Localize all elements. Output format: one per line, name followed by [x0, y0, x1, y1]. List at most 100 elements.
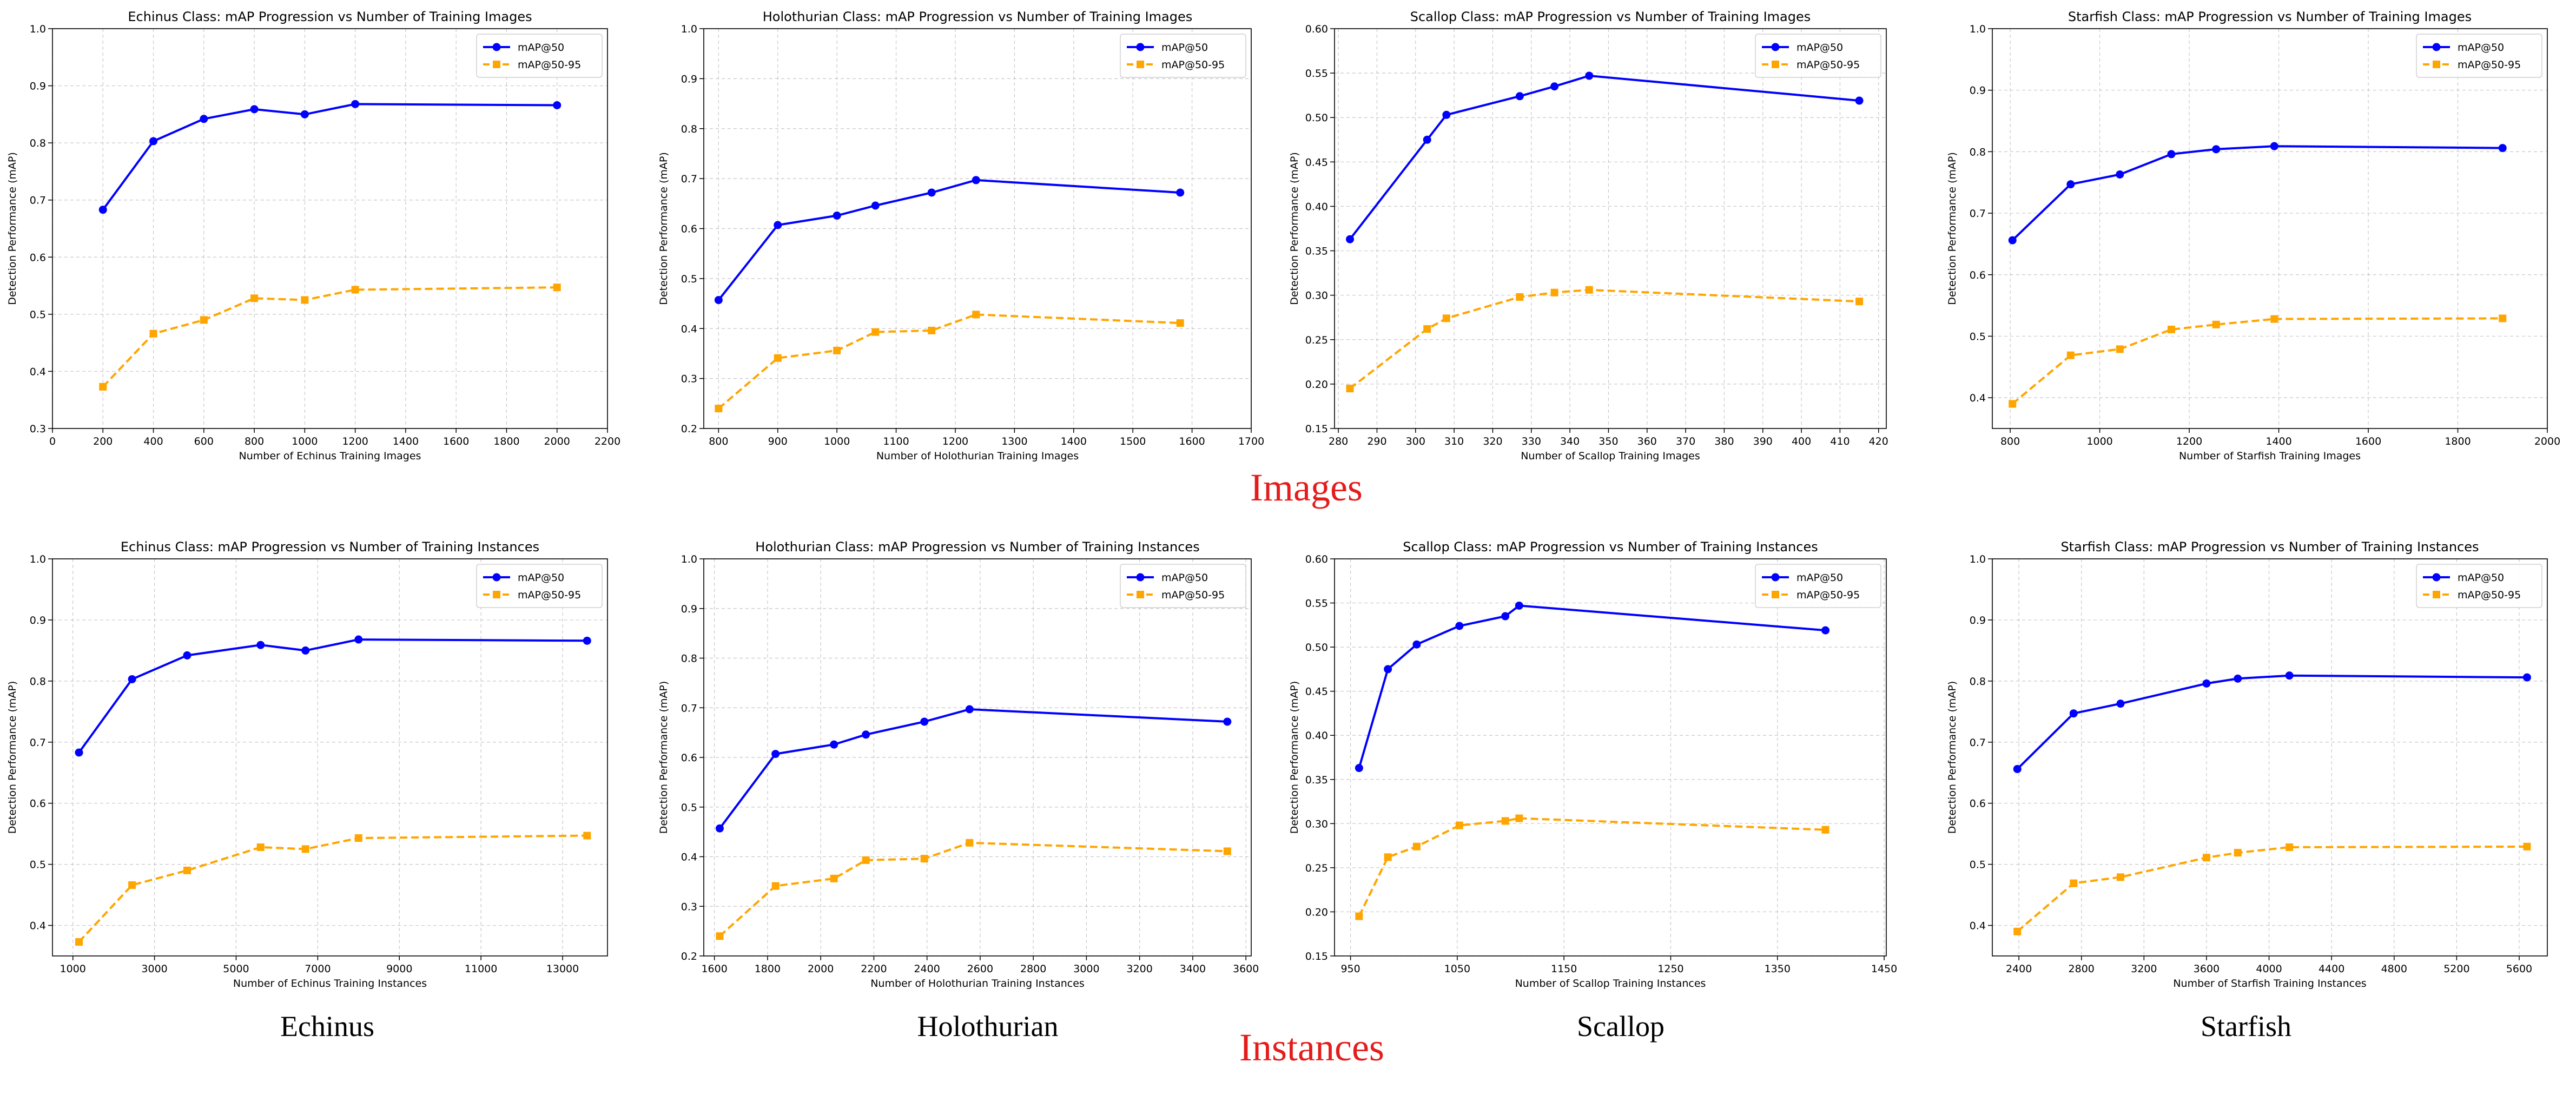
- point-map50-95: [75, 938, 83, 946]
- x-tick-label: 300: [1406, 436, 1425, 447]
- y-tick-label: 1.0: [30, 23, 46, 35]
- x-tick-label: 1400: [2265, 436, 2291, 447]
- point-map50: [1821, 626, 1830, 635]
- x-tick-label: 1400: [393, 436, 419, 447]
- legend-marker: [1772, 61, 1779, 68]
- legend-box: [476, 564, 603, 608]
- legend-marker: [1137, 61, 1144, 68]
- y-tick-label: 0.15: [1305, 423, 1328, 435]
- point-map50: [1855, 96, 1864, 105]
- point-map50: [200, 115, 208, 123]
- point-map50: [1355, 764, 1363, 773]
- x-tick-label: 400: [1792, 436, 1811, 447]
- legend-marker: [1771, 43, 1780, 51]
- point-map50-95: [972, 311, 980, 319]
- chart-panel-4: 1000 3000 5000 7000 9000 11000 13000 0.4 0.5 0.6 0…: [6, 539, 608, 990]
- legend-label: mAP@50-95: [1161, 59, 1225, 71]
- legend-label: mAP@50: [2458, 572, 2504, 584]
- series-line-map50: [102, 103, 557, 210]
- y-tick-label: 0.5: [30, 859, 46, 871]
- y-tick-label: 0.7: [681, 173, 697, 185]
- point-map50: [75, 748, 83, 757]
- y-tick-label: 0.7: [681, 702, 697, 714]
- x-tick-label: 1800: [493, 436, 519, 447]
- series-line-map50-95: [2016, 845, 2527, 933]
- point-map50-95: [862, 856, 870, 864]
- point-map50-95: [183, 866, 191, 874]
- point-map50-95: [830, 874, 838, 882]
- x-tick-label: 1400: [1061, 436, 1087, 447]
- point-map50-95: [128, 881, 136, 889]
- point-map50-95: [1412, 842, 1421, 850]
- x-tick-label: 1350: [1765, 963, 1791, 975]
- y-tick-label: 0.35: [1305, 246, 1328, 258]
- y-tick-label: 0.6: [1970, 269, 1986, 281]
- x-tick-label: 4800: [2381, 963, 2407, 975]
- point-map50: [714, 296, 723, 305]
- chart-panel-3: 800 1000 1200 1400 1600 1800 2000 0.4 0.5 0.6 0.7 0…: [1946, 9, 2560, 462]
- y-tick-label: 0.4: [1970, 920, 1986, 932]
- series-line-map50-95: [78, 834, 587, 943]
- y-tick-label: 0.8: [681, 123, 697, 135]
- y-tick-label: 0.2: [681, 423, 697, 435]
- legend-marker: [492, 43, 501, 51]
- point-map50: [2069, 709, 2078, 718]
- point-map50: [183, 651, 191, 659]
- plot-frame: [1334, 28, 1887, 429]
- y-tick-label: 0.8: [1970, 146, 1986, 158]
- x-tick-label: 5200: [2443, 963, 2469, 975]
- plot-frame: [52, 28, 608, 429]
- y-tick-label: 0.3: [681, 373, 697, 385]
- point-map50: [149, 137, 158, 146]
- class-label-holothurian: Holothurian: [917, 1010, 1059, 1043]
- point-map50: [553, 101, 562, 109]
- point-map50: [1223, 717, 1232, 726]
- y-axis-label: Detection Performance (mAP): [6, 152, 18, 305]
- legend-marker: [2433, 61, 2440, 68]
- x-tick-label: 2400: [2006, 963, 2032, 975]
- x-tick-label: 800: [2000, 436, 2020, 447]
- x-tick-label: 320: [1483, 436, 1502, 447]
- y-tick-label: 0.50: [1305, 112, 1328, 124]
- legend-label: mAP@50-95: [518, 589, 581, 601]
- x-tick-label: 360: [1637, 436, 1657, 447]
- point-map50: [2498, 144, 2507, 153]
- legend-label: mAP@50: [518, 572, 564, 584]
- x-axis-label: Number of Scallop Training Instances: [1515, 978, 1706, 990]
- point-map50-95: [871, 328, 880, 336]
- legend-label: mAP@50-95: [1796, 589, 1860, 601]
- point-map50: [927, 188, 936, 197]
- y-tick-label: 0.8: [681, 653, 697, 665]
- point-map50: [1384, 665, 1392, 674]
- y-tick-label: 0.5: [30, 309, 46, 321]
- class-label-starfish: Starfish: [2201, 1010, 2291, 1043]
- x-axis-label: Number of Scallop Training Images: [1521, 450, 1700, 462]
- x-tick-label: 600: [194, 436, 214, 447]
- y-tick-label: 0.9: [1970, 85, 1986, 97]
- point-map50: [833, 211, 841, 220]
- x-tick-label: 1000: [60, 963, 86, 975]
- point-map50-95: [2009, 400, 2017, 408]
- y-tick-label: 0.6: [30, 252, 46, 263]
- point-map50-95: [1501, 817, 1509, 825]
- x-axis-label: Number of Holothurian Training Images: [876, 450, 1079, 462]
- point-map50: [2008, 236, 2017, 245]
- legend-label: mAP@50: [1161, 572, 1208, 584]
- y-tick-label: 0.9: [681, 73, 697, 85]
- point-map50: [2212, 145, 2221, 154]
- point-map50: [2116, 700, 2125, 708]
- series-line-map50: [2016, 674, 2527, 770]
- point-map50: [2285, 671, 2294, 680]
- y-tick-label: 0.45: [1305, 686, 1328, 698]
- y-tick-label: 1.0: [30, 553, 46, 565]
- y-tick-label: 0.30: [1305, 818, 1328, 830]
- y-tick-label: 0.30: [1305, 290, 1328, 302]
- legend-marker: [1136, 43, 1145, 51]
- y-axis-label: Detection Performance (mAP): [1946, 152, 1958, 305]
- x-tick-label: 370: [1676, 436, 1695, 447]
- point-map50: [301, 646, 310, 655]
- legend-label: mAP@50: [2458, 42, 2504, 54]
- y-tick-label: 1.0: [681, 23, 697, 35]
- x-tick-label: 3200: [2131, 963, 2157, 975]
- point-map50: [1346, 235, 1355, 243]
